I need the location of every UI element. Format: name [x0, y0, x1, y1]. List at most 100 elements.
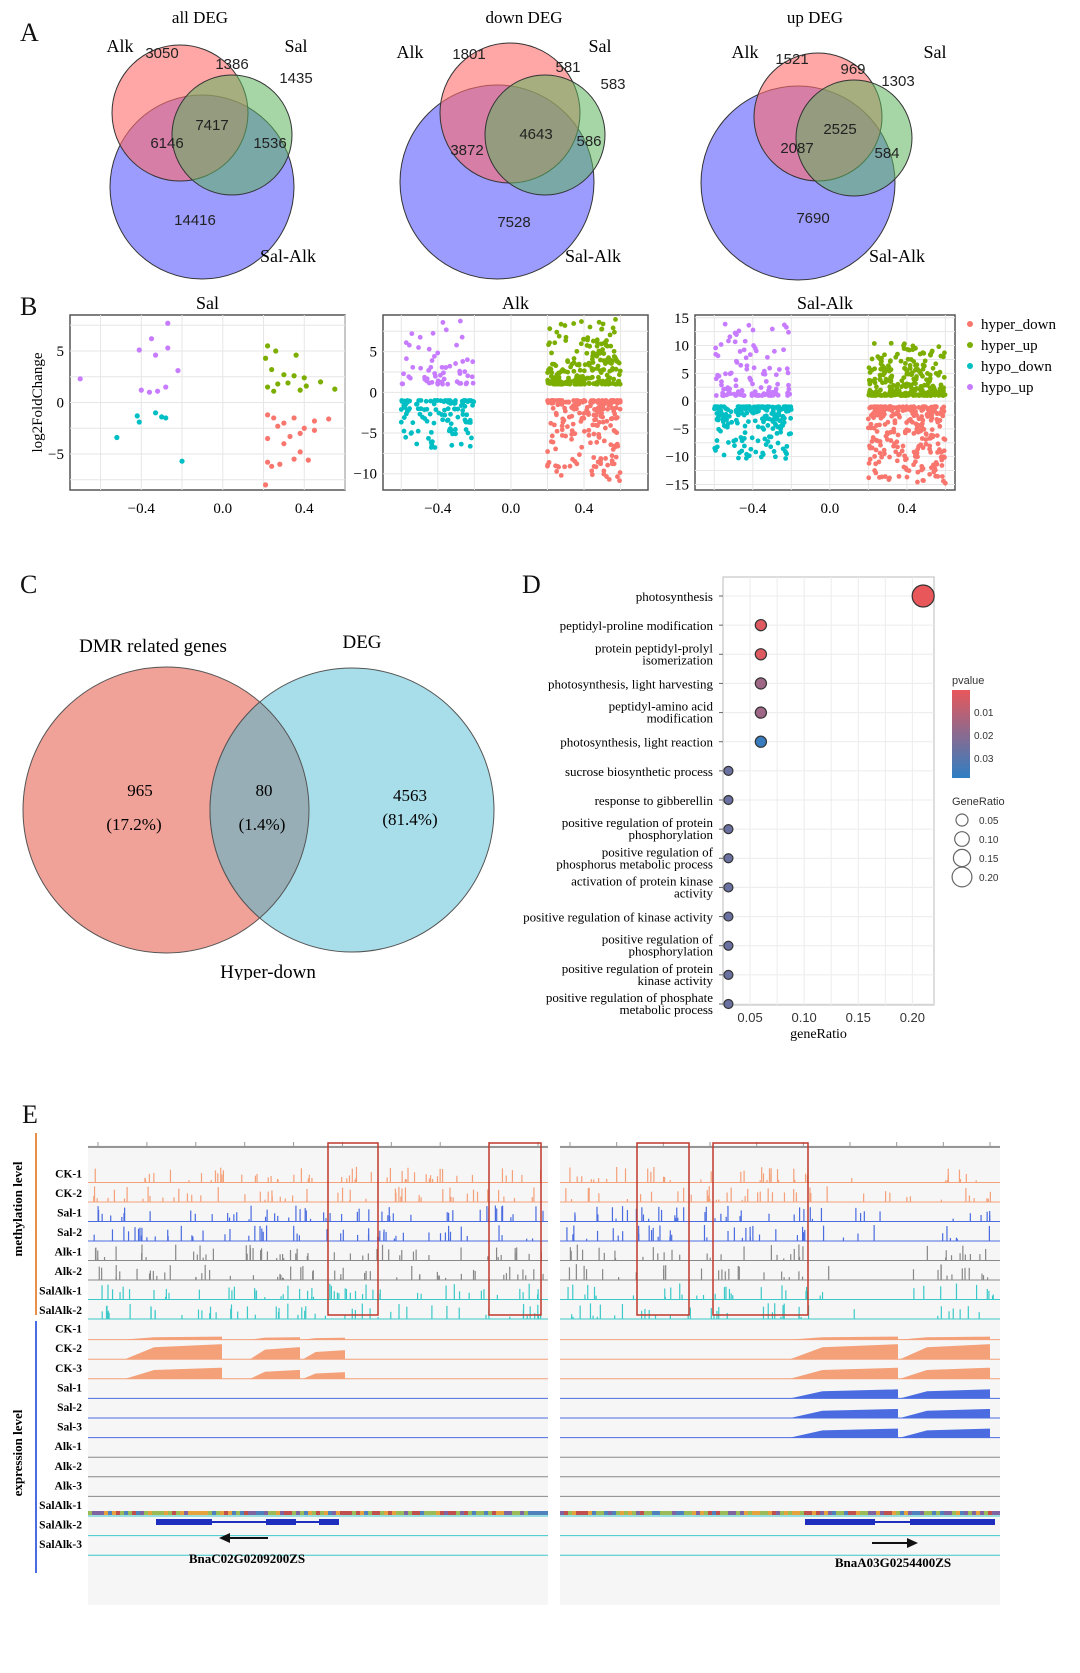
- point-hypo_up: [784, 324, 789, 330]
- point-hypo_down: [435, 398, 440, 403]
- methylation-bar: [706, 1190, 708, 1202]
- methylation-bar: [776, 1254, 778, 1261]
- sequence-base: [764, 1511, 768, 1515]
- methylation-bar: [989, 1210, 991, 1222]
- methylation-bar: [452, 1210, 454, 1222]
- sequence-base: [968, 1511, 972, 1515]
- methylation-bar: [250, 1205, 252, 1222]
- point-hypo_down: [415, 406, 421, 412]
- methylation-bar: [264, 1216, 267, 1222]
- point-hyper_up: [281, 372, 287, 378]
- point-hyper_up: [571, 378, 577, 384]
- methylation-bar: [221, 1174, 223, 1183]
- methylation-bar: [311, 1296, 313, 1300]
- methylation-bar: [576, 1176, 578, 1183]
- x-tick-label: 0.0: [213, 501, 232, 517]
- methylation-bar: [297, 1314, 299, 1319]
- methylation-bar: [101, 1213, 103, 1222]
- methylation-bar: [503, 1274, 505, 1280]
- point-hypo_down: [423, 398, 429, 404]
- sequence-base: [304, 1511, 308, 1515]
- point-hypo_down: [762, 436, 768, 442]
- legend-dot-hypo_down: [967, 363, 973, 369]
- methylation-bar: [793, 1189, 795, 1202]
- sequence-base: [856, 1511, 860, 1515]
- methylation-bar: [572, 1234, 574, 1241]
- methylation-bar: [958, 1169, 961, 1183]
- point-hyper_up: [942, 392, 948, 398]
- go-term-label: kinase activity: [638, 973, 714, 988]
- methylation-bar: [191, 1194, 193, 1202]
- point-hypo_up: [418, 365, 424, 371]
- methylation-bar: [863, 1211, 865, 1222]
- point-hypo_up: [781, 347, 786, 353]
- methylation-bar: [231, 1290, 233, 1300]
- venn3-title: down DEG: [486, 8, 563, 27]
- sequence-base: [716, 1511, 720, 1515]
- sequence-base: [248, 1511, 252, 1515]
- point-hyper_down: [874, 408, 880, 414]
- point-hyper_down: [584, 404, 590, 410]
- point-hyper_down: [550, 439, 556, 445]
- sequence-base: [784, 1511, 788, 1515]
- point-hyper_up: [565, 369, 571, 375]
- methylation-bar: [266, 1209, 268, 1222]
- methylation-bar: [703, 1225, 706, 1241]
- point-hyper_up: [936, 392, 942, 398]
- methylation-bar: [937, 1269, 939, 1280]
- point-hypo_up: [746, 322, 752, 328]
- methylation-bar: [287, 1303, 289, 1319]
- point-hyper_down: [264, 459, 271, 465]
- methylation-bar: [399, 1255, 401, 1261]
- methylation-bar: [587, 1284, 589, 1300]
- point-hyper_down: [929, 427, 935, 433]
- methylation-bar: [783, 1303, 785, 1319]
- point-hyper_down: [617, 470, 623, 475]
- point-hyper_up: [904, 381, 910, 387]
- point-hyper_up: [554, 329, 560, 335]
- sequence-base: [228, 1511, 232, 1515]
- methylation-bar: [529, 1306, 531, 1319]
- sequence-base: [860, 1511, 864, 1515]
- venn3-count-salalk_only: 7690: [796, 210, 829, 227]
- methylation-bar: [140, 1235, 143, 1241]
- point-hypo_down: [463, 419, 469, 425]
- point-hyper_down: [874, 429, 880, 434]
- point-hyper_up: [332, 386, 338, 392]
- sequence-base: [588, 1511, 592, 1515]
- point-hyper_up: [901, 343, 906, 349]
- methylation-level-label: methylation level: [10, 1161, 25, 1256]
- methylation-bar: [252, 1247, 254, 1261]
- point-hyper_down: [931, 462, 936, 468]
- point-hyper_down: [897, 451, 902, 457]
- point-hypo_down: [714, 438, 720, 443]
- methylation-bar: [308, 1174, 310, 1183]
- point-hyper_down: [900, 443, 906, 449]
- methylation-bar: [93, 1234, 95, 1241]
- point-hypo_down: [755, 424, 761, 430]
- methylation-bar: [674, 1215, 676, 1222]
- methylation-bar: [635, 1272, 637, 1280]
- point-hyper_down: [920, 466, 926, 471]
- point-hyper_down: [913, 409, 918, 414]
- methylation-bar: [912, 1269, 915, 1280]
- methylation-bar: [330, 1285, 332, 1300]
- methylation-bar: [952, 1308, 954, 1319]
- point-hyper_down: [592, 407, 597, 412]
- methylation-bar: [738, 1266, 740, 1280]
- point-hypo_down: [398, 407, 404, 412]
- sequence-base: [808, 1511, 812, 1515]
- sequence-base: [444, 1511, 448, 1515]
- methylation-bar: [495, 1247, 498, 1261]
- methylation-bar: [940, 1199, 942, 1202]
- sequence-base: [532, 1511, 536, 1515]
- methylation-bar: [324, 1315, 327, 1319]
- methylation-bar: [675, 1218, 677, 1222]
- methylation-bar: [923, 1285, 925, 1300]
- methylation-bar: [783, 1258, 785, 1261]
- point-hypo_down: [737, 408, 743, 413]
- point-hypo_down: [179, 458, 185, 464]
- venn3-count-alk_sal: 1386: [215, 56, 248, 73]
- methylation-bar: [945, 1257, 947, 1261]
- point-hyper_down: [551, 422, 557, 428]
